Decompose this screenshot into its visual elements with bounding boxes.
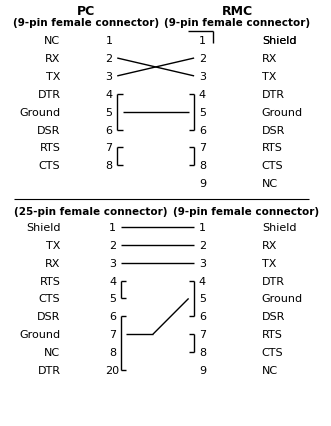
Text: CTS: CTS [39, 161, 61, 171]
Text: 7: 7 [109, 329, 116, 340]
Text: 6: 6 [199, 125, 206, 135]
Text: Ground: Ground [262, 107, 303, 118]
Text: 2: 2 [199, 240, 206, 250]
Text: DTR: DTR [37, 89, 61, 100]
Text: DSR: DSR [262, 125, 285, 135]
Text: RX: RX [45, 54, 61, 64]
Text: 1: 1 [109, 222, 116, 232]
Text: 3: 3 [199, 72, 206, 82]
Text: DTR: DTR [262, 276, 285, 286]
Text: 8: 8 [199, 347, 206, 357]
Text: 5: 5 [109, 294, 116, 304]
Text: 5: 5 [106, 107, 113, 118]
Text: 1: 1 [199, 36, 206, 46]
Text: DSR: DSR [37, 125, 61, 135]
Text: 6: 6 [199, 311, 206, 322]
Text: Ground: Ground [19, 329, 61, 340]
Text: 20: 20 [106, 365, 120, 375]
Text: 9: 9 [199, 365, 206, 375]
Text: CTS: CTS [39, 294, 61, 304]
Text: 7: 7 [106, 143, 113, 153]
Text: Shield: Shield [262, 36, 296, 46]
Text: 7: 7 [199, 329, 206, 340]
Text: NC: NC [262, 365, 278, 375]
Text: RTS: RTS [40, 276, 61, 286]
Text: 9: 9 [199, 179, 206, 189]
Text: 4: 4 [109, 276, 116, 286]
Text: TX: TX [46, 240, 61, 250]
Text: 1: 1 [106, 36, 113, 46]
Text: 2: 2 [106, 54, 113, 64]
Text: 2: 2 [109, 240, 116, 250]
Text: Ground: Ground [19, 107, 61, 118]
Text: Shield: Shield [262, 36, 296, 46]
Text: Shield: Shield [262, 222, 296, 232]
Text: TX: TX [46, 72, 61, 82]
Text: RX: RX [45, 258, 61, 268]
Text: 6: 6 [106, 125, 113, 135]
Text: Shield: Shield [26, 222, 61, 232]
Text: CTS: CTS [262, 161, 283, 171]
Text: DTR: DTR [37, 365, 61, 375]
Text: 3: 3 [109, 258, 116, 268]
Text: 3: 3 [106, 72, 113, 82]
Text: PC: PC [77, 5, 95, 18]
Text: (9-pin female connector): (9-pin female connector) [173, 207, 319, 216]
Text: 2: 2 [199, 54, 206, 64]
Text: (9-pin female connector): (9-pin female connector) [13, 18, 159, 28]
Text: NC: NC [44, 347, 61, 357]
Text: 5: 5 [199, 294, 206, 304]
Text: 8: 8 [199, 161, 206, 171]
Text: CTS: CTS [262, 347, 283, 357]
Text: NC: NC [44, 36, 61, 46]
Text: DTR: DTR [262, 89, 285, 100]
Text: 8: 8 [106, 161, 113, 171]
Text: Ground: Ground [262, 294, 303, 304]
Text: (9-pin female connector): (9-pin female connector) [164, 18, 310, 28]
Text: 8: 8 [109, 347, 116, 357]
Text: RTS: RTS [40, 143, 61, 153]
Text: 6: 6 [109, 311, 116, 322]
Text: RTS: RTS [262, 329, 283, 340]
Text: 4: 4 [106, 89, 113, 100]
Text: (25-pin female connector): (25-pin female connector) [14, 207, 167, 216]
Text: RMC: RMC [221, 5, 253, 18]
Text: NC: NC [262, 179, 278, 189]
Text: 1: 1 [199, 222, 206, 232]
Text: 4: 4 [199, 89, 206, 100]
Text: 4: 4 [199, 276, 206, 286]
Text: RTS: RTS [262, 143, 283, 153]
Text: TX: TX [262, 258, 276, 268]
Text: DSR: DSR [37, 311, 61, 322]
Text: 7: 7 [199, 143, 206, 153]
Text: DSR: DSR [262, 311, 285, 322]
Text: TX: TX [262, 72, 276, 82]
Text: RX: RX [262, 240, 277, 250]
Text: 3: 3 [199, 258, 206, 268]
Text: 5: 5 [199, 107, 206, 118]
Text: RX: RX [262, 54, 277, 64]
